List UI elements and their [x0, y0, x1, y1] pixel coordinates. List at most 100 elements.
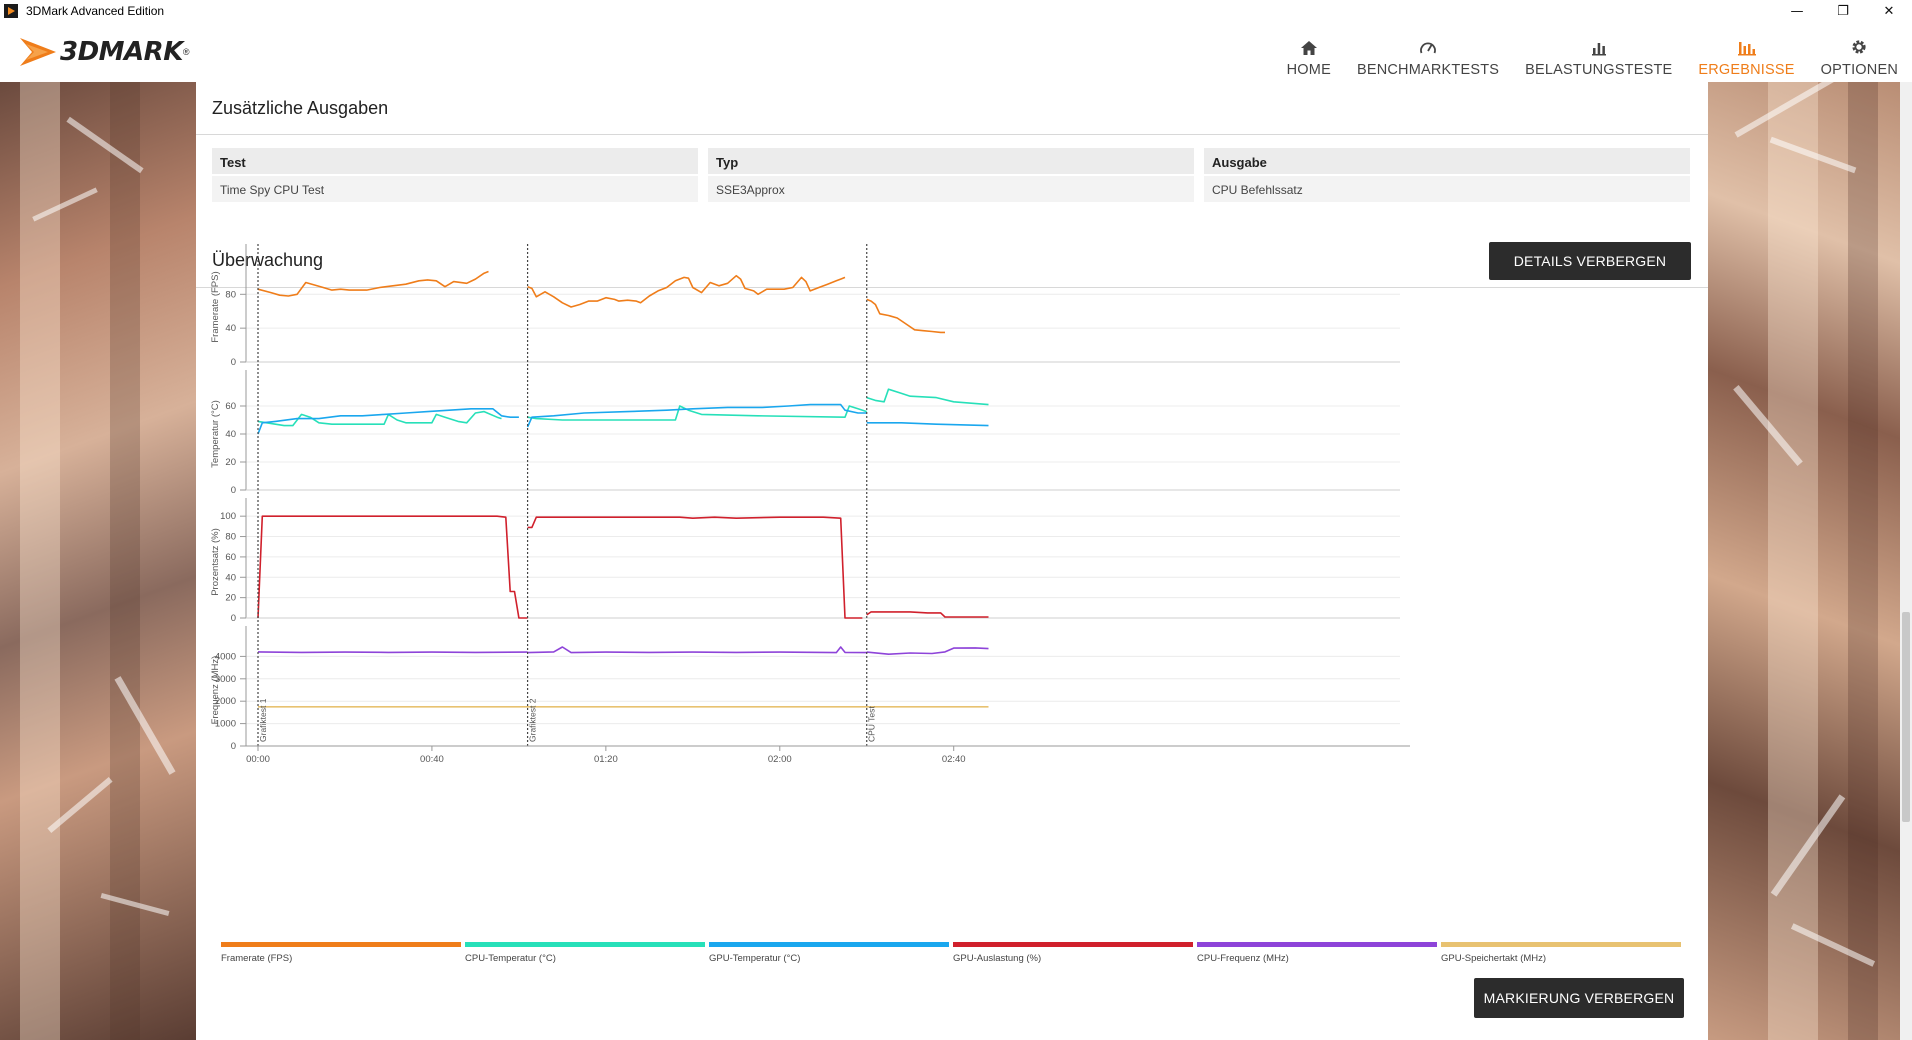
y-tick-label: 80	[225, 289, 236, 300]
y-tick-label: 20	[225, 593, 236, 604]
legend-label: GPU-Auslastung (%)	[953, 953, 1042, 964]
results-icon	[1737, 42, 1756, 56]
output-output-value: CPU Befehlssatz	[1204, 176, 1690, 202]
marker-label: Grafiktest 1	[258, 698, 268, 742]
main-nav: HOME BENCHMARKTESTS BELASTUNGSTESTE ERGE…	[1261, 28, 1898, 78]
legend-label: GPU-Speichertakt (MHz)	[1441, 953, 1547, 964]
logo-trademark: ®	[182, 47, 190, 57]
output-test-cell: Test Time Spy CPU Test	[212, 148, 698, 202]
output-type-value: SSE3Approx	[708, 176, 1194, 202]
series-line	[526, 403, 867, 428]
legend-swatch	[953, 942, 1193, 947]
series-line	[866, 647, 989, 655]
legend-label: CPU-Temperatur (°C)	[465, 953, 556, 964]
legend-item[interactable]: GPU-Auslastung (%)	[953, 942, 1193, 972]
nav-home[interactable]: HOME	[1287, 28, 1331, 78]
output-type-header: Typ	[708, 148, 1194, 174]
legend-swatch	[1197, 942, 1437, 947]
y-tick-label: 4000	[215, 651, 236, 662]
y-tick-label: 0	[231, 357, 236, 368]
legend-item[interactable]: GPU-Speichertakt (MHz)	[1441, 942, 1681, 972]
legend-label: GPU-Temperatur (°C)	[709, 953, 801, 964]
y-tick-label: 60	[225, 552, 236, 563]
background-art-left	[0, 82, 196, 1040]
3dmark-logo[interactable]: 3DMARK ®	[18, 30, 189, 74]
gauge-icon	[1420, 42, 1436, 54]
y-tick-label: 40	[225, 429, 236, 440]
logo-text: 3DMARK	[60, 37, 183, 67]
y-tick-label: 0	[231, 613, 236, 624]
series-line	[527, 646, 867, 654]
series-line	[257, 651, 528, 654]
nav-home-label: HOME	[1286, 62, 1331, 78]
y-tick-label: 0	[231, 741, 236, 752]
logo-swoosh-icon	[20, 38, 56, 66]
output-output-header: Ausgabe	[1204, 148, 1690, 174]
x-tick-label: 01:20	[594, 754, 618, 765]
home-icon	[1300, 41, 1317, 55]
series-line	[527, 516, 863, 619]
y-tick-label: 100	[220, 511, 236, 522]
nav-optionen[interactable]: OPTIONEN	[1821, 28, 1898, 78]
restore-button[interactable]: ❐	[1837, 3, 1849, 19]
legend-swatch	[709, 942, 949, 947]
x-tick-label: 02:40	[942, 754, 966, 765]
legend-item[interactable]: CPU-Temperatur (°C)	[465, 942, 705, 972]
monitoring-divider	[196, 287, 1708, 288]
close-button[interactable]: ✕	[1883, 3, 1895, 19]
output-output-cell: Ausgabe CPU Befehlssatz	[1204, 148, 1690, 202]
app-header: 3DMARK ® HOME BENCHMARKTESTS BELASTUNGST…	[0, 22, 1912, 82]
y-tick-label: 40	[225, 572, 236, 583]
nav-benchmarktests-label: BENCHMARKTESTS	[1356, 62, 1500, 78]
output-test-header: Test	[212, 148, 698, 174]
y-axis-label: Temperatur (°C)	[210, 400, 221, 468]
nav-ergebnisse[interactable]: ERGEBNISSE	[1698, 28, 1794, 78]
monitoring-title: Überwachung	[212, 250, 324, 270]
nav-ergebnisse-label: ERGEBNISSE	[1698, 62, 1795, 78]
minimize-button[interactable]: —	[1790, 3, 1804, 19]
additional-outputs-title: Zusätzliche Ausgaben	[212, 98, 389, 118]
legend-swatch	[465, 942, 705, 947]
legend-item[interactable]: Framerate (FPS)	[221, 942, 461, 972]
x-tick-label: 02:00	[768, 754, 792, 765]
series-line	[257, 270, 489, 297]
results-content: Zusätzliche Ausgaben Test Time Spy CPU T…	[196, 82, 1708, 1040]
y-tick-label: 40	[225, 323, 236, 334]
series-line	[866, 422, 989, 427]
bar-chart-icon	[1591, 43, 1606, 56]
marker-label: CPU Test	[867, 706, 877, 742]
nav-belastungsteste-label: BELASTUNGSTESTE	[1525, 62, 1673, 78]
nav-optionen-label: OPTIONEN	[1820, 62, 1898, 78]
window-controls: — ❐ ✕	[1774, 0, 1912, 22]
x-tick-label: 00:00	[246, 754, 270, 765]
series-line	[257, 408, 519, 435]
monitoring-chart: 0 40 80 Framerate (FPS) 0 20 40 60 Temperatur (°…	[210, 244, 1410, 765]
hide-details-button[interactable]: DETAILS VERBERGEN	[1489, 242, 1691, 280]
y-axis-label: Prozentsatz (%)	[210, 528, 221, 596]
page-scrollbar[interactable]	[1900, 82, 1912, 1040]
output-test-value: Time Spy CPU Test	[212, 176, 698, 202]
legend-item[interactable]: CPU-Frequenz (MHz)	[1197, 942, 1437, 972]
legend-label: Framerate (FPS)	[221, 953, 293, 964]
marker-label: Grafiktest 2	[528, 698, 538, 742]
gear-icon	[1852, 40, 1866, 54]
legend-label: CPU-Frequenz (MHz)	[1197, 953, 1289, 964]
output-type-cell: Typ SSE3Approx	[708, 148, 1194, 202]
legend-swatch	[221, 942, 461, 947]
legend-item[interactable]: GPU-Temperatur (°C)	[709, 942, 949, 972]
scrollbar-thumb[interactable]	[1902, 612, 1910, 822]
section-divider	[196, 134, 1708, 135]
y-tick-label: 3000	[215, 674, 236, 685]
series-line	[866, 388, 989, 406]
series-line	[527, 274, 846, 308]
nav-belastungsteste[interactable]: BELASTUNGSTESTE	[1525, 28, 1672, 78]
hide-markers-button[interactable]: MARKIERUNG VERBERGEN	[1474, 978, 1684, 1018]
y-tick-label: 0	[231, 485, 236, 496]
nav-benchmarktests[interactable]: BENCHMARKTESTS	[1357, 28, 1499, 78]
series-line	[866, 298, 945, 334]
series-line	[257, 515, 528, 619]
legend-swatch	[1441, 942, 1681, 947]
y-tick-label: 2000	[215, 696, 236, 707]
y-tick-label: 80	[225, 532, 236, 543]
y-tick-label: 60	[225, 401, 236, 412]
